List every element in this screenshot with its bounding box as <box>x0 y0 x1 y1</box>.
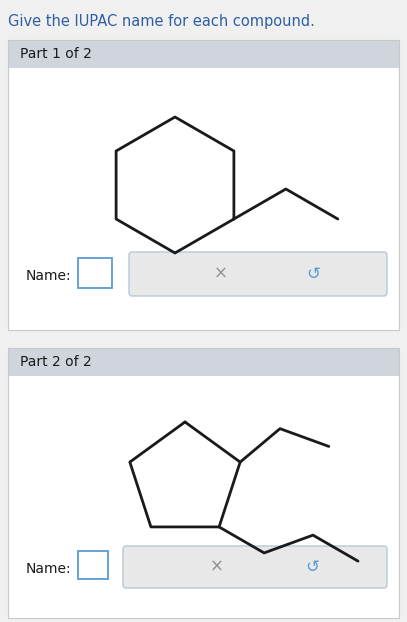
Text: ×: × <box>213 265 227 283</box>
Text: Part 1 of 2: Part 1 of 2 <box>20 47 92 61</box>
Bar <box>78 258 112 288</box>
Bar <box>8 348 399 618</box>
Text: ↺: ↺ <box>305 558 319 576</box>
Text: Part 2 of 2: Part 2 of 2 <box>20 355 92 369</box>
Text: Name:: Name: <box>26 269 72 283</box>
Bar <box>8 376 399 618</box>
Text: Give the IUPAC name for each compound.: Give the IUPAC name for each compound. <box>8 14 315 29</box>
Bar <box>8 348 399 376</box>
FancyBboxPatch shape <box>123 546 387 588</box>
Bar <box>8 40 399 330</box>
FancyBboxPatch shape <box>129 252 387 296</box>
Text: ×: × <box>209 558 223 576</box>
Bar <box>8 40 399 68</box>
Bar <box>78 551 108 579</box>
Text: Name:: Name: <box>26 562 72 576</box>
Bar <box>8 68 399 330</box>
Text: ↺: ↺ <box>306 265 320 283</box>
